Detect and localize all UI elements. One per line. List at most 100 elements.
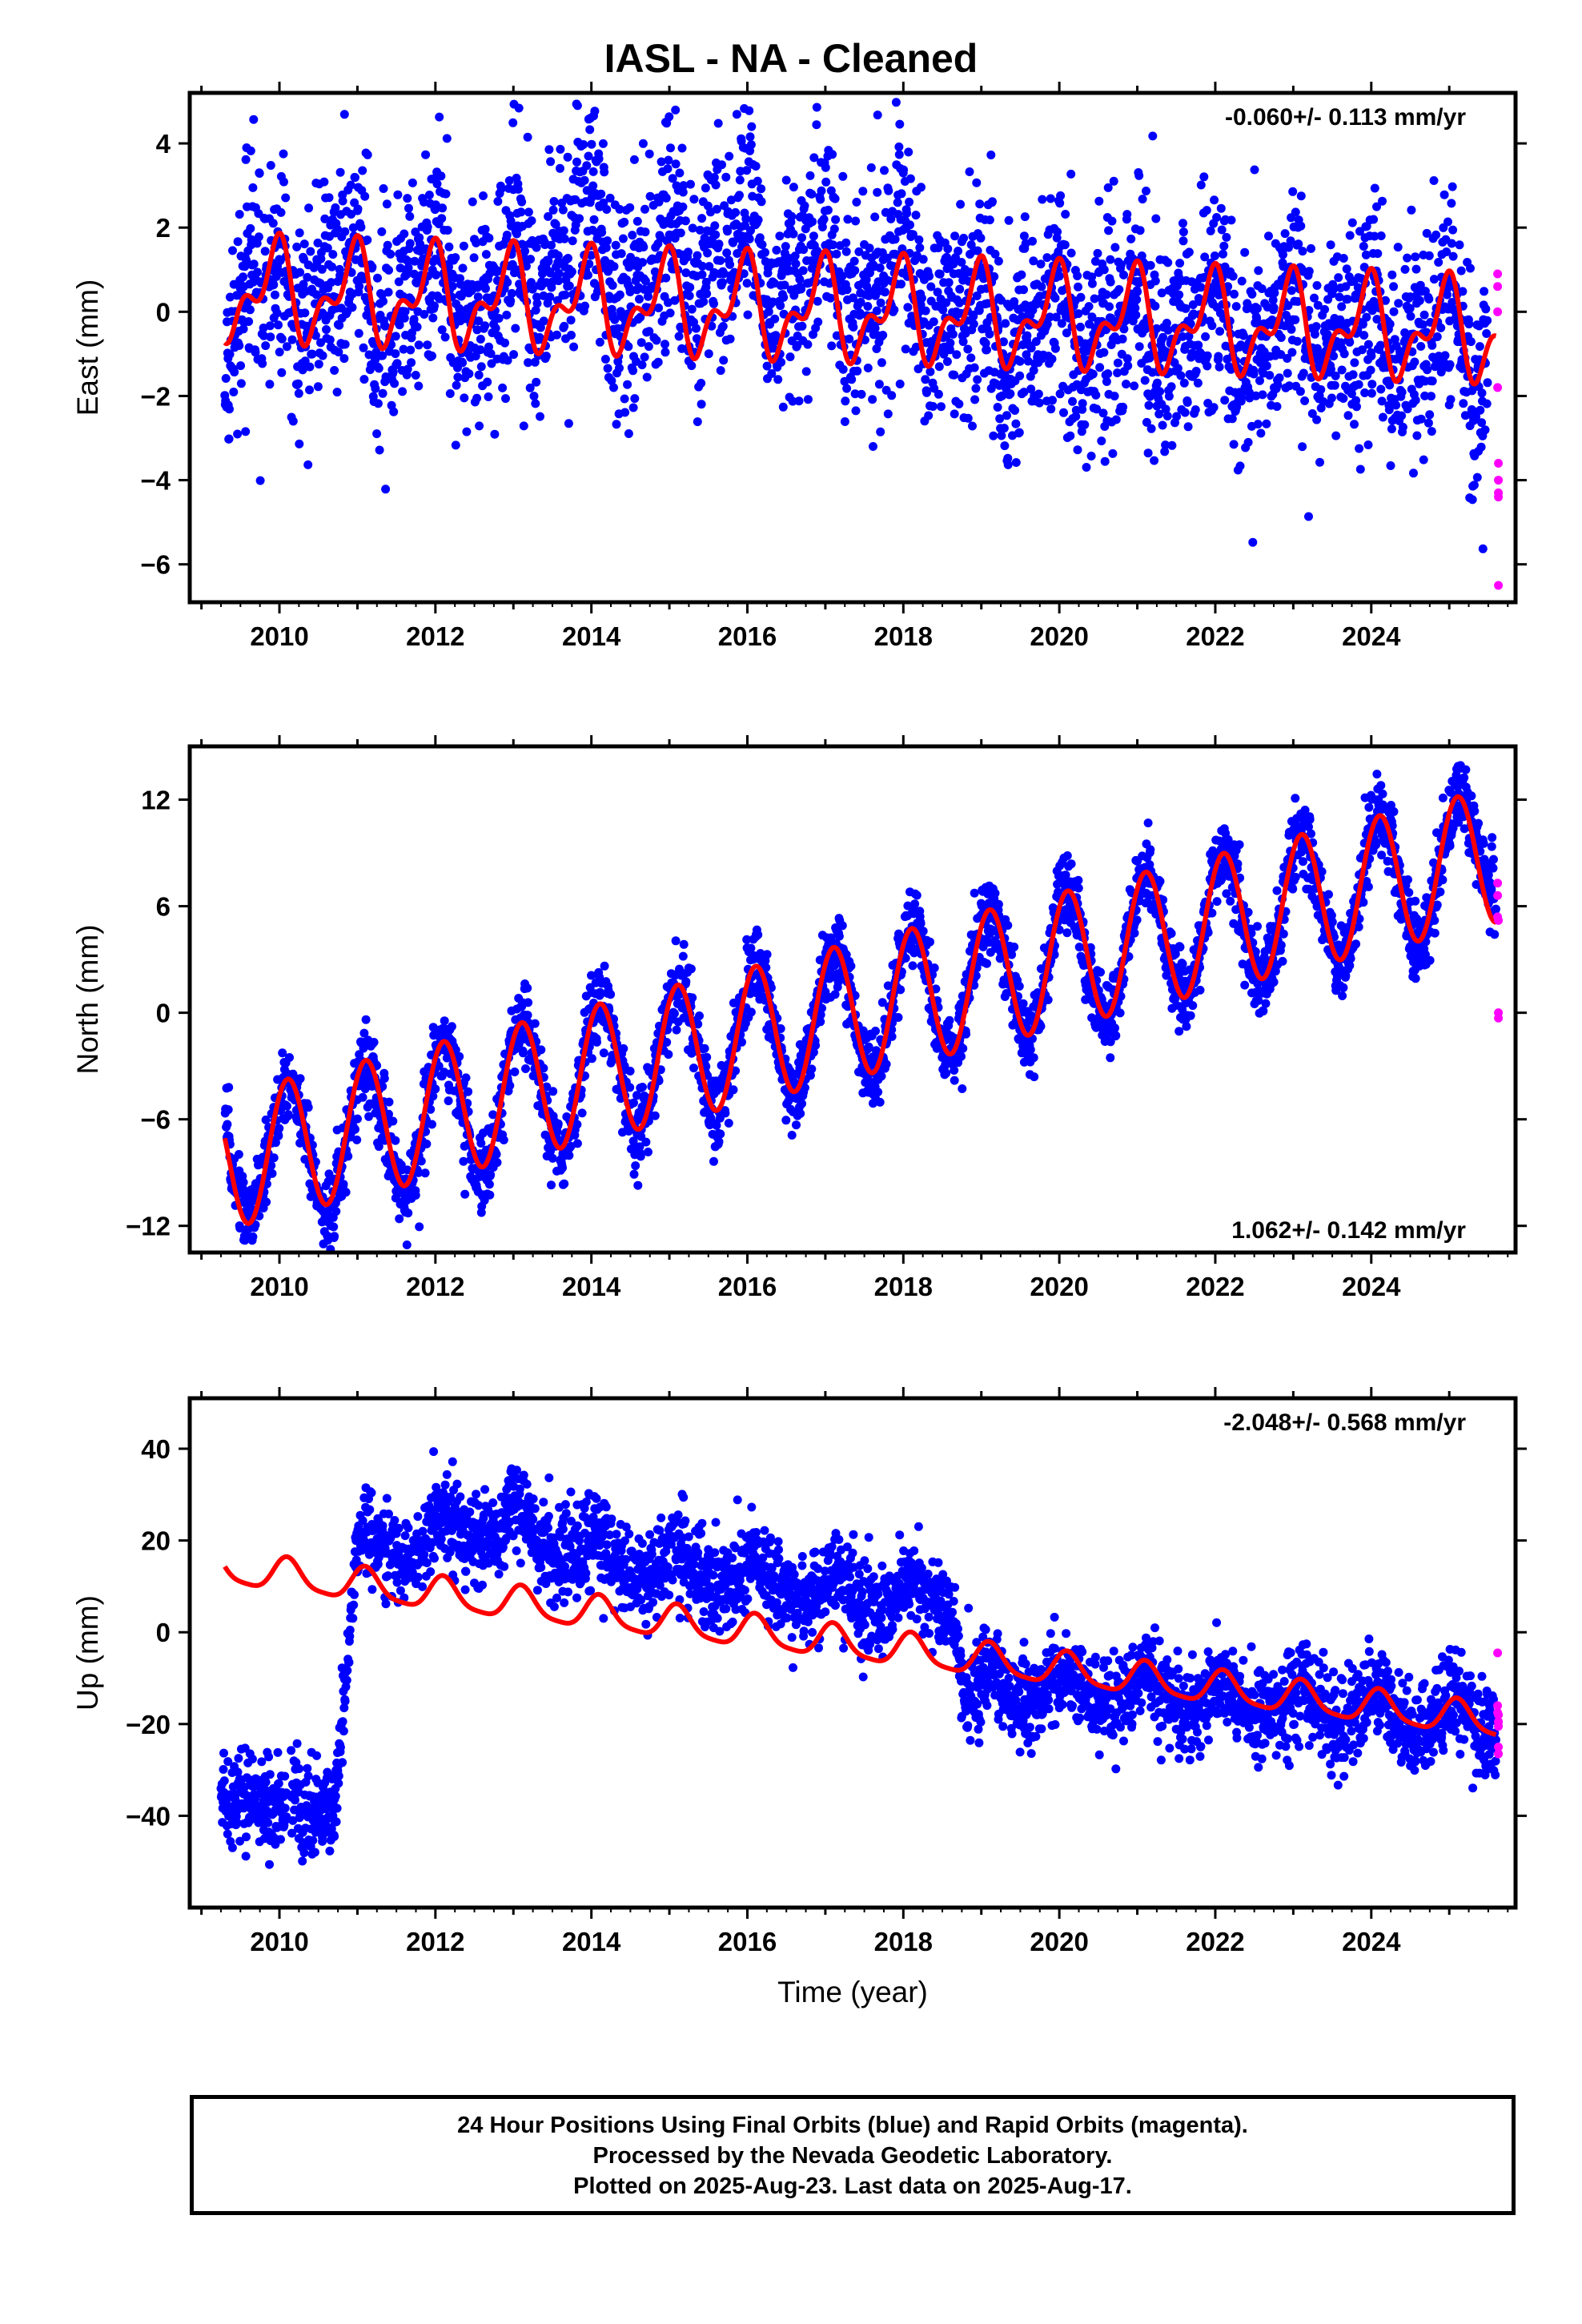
final-orbit-point [1099, 265, 1109, 275]
final-orbit-point [536, 412, 544, 421]
final-orbit-point [1092, 404, 1102, 414]
final-orbit-point [743, 310, 753, 320]
final-orbit-point [794, 396, 804, 406]
final-orbit-point [852, 197, 861, 207]
final-orbit-point [253, 267, 263, 277]
final-orbit-point [1202, 206, 1211, 215]
final-orbit-point [506, 296, 516, 306]
final-orbit-point [276, 207, 286, 217]
final-orbit-point [1373, 249, 1383, 259]
final-orbit-point [1280, 229, 1290, 239]
final-orbit-point [921, 375, 930, 384]
final-orbit-point [596, 989, 606, 999]
final-orbit-point [650, 1111, 660, 1120]
final-orbit-point [1360, 388, 1370, 397]
final-orbit-point [1048, 396, 1057, 405]
final-orbit-point [901, 344, 910, 354]
final-orbit-point [970, 363, 979, 372]
final-orbit-point [331, 1207, 341, 1216]
final-orbit-point [937, 402, 946, 412]
final-orbit-point [982, 345, 991, 355]
final-orbit-point [887, 391, 897, 400]
final-orbit-point [799, 245, 809, 255]
final-orbit-point [795, 275, 805, 284]
final-orbit-point [298, 365, 307, 375]
final-orbit-point [1420, 391, 1430, 400]
final-orbit-point [693, 251, 702, 260]
final-orbit-point [348, 223, 358, 232]
final-orbit-point [872, 344, 881, 353]
final-orbit-point [1062, 328, 1071, 338]
final-orbit-point [957, 258, 966, 267]
final-orbit-point [1369, 215, 1379, 224]
final-orbit-point [1228, 271, 1238, 281]
final-orbit-point [828, 150, 837, 159]
final-orbit-point [624, 342, 633, 352]
final-orbit-point [1439, 190, 1449, 199]
final-orbit-point [838, 364, 848, 374]
final-orbit-point [1320, 304, 1330, 314]
final-orbit-point [950, 370, 959, 380]
final-orbit-point [934, 243, 943, 252]
final-orbit-point [390, 379, 400, 388]
final-orbit-point [914, 235, 924, 244]
final-orbit-point [797, 284, 806, 294]
final-orbit-point [372, 429, 382, 439]
final-orbit-point [575, 214, 584, 223]
final-orbit-point [1328, 285, 1338, 295]
final-orbit-point [942, 357, 952, 366]
final-orbit-point [1102, 377, 1111, 386]
final-orbit-point [400, 313, 409, 323]
final-orbit-point [1157, 288, 1166, 298]
final-orbit-point [1482, 329, 1492, 338]
final-orbit-point [1237, 276, 1247, 286]
final-orbit-point [421, 150, 431, 159]
final-orbit-point [625, 1067, 635, 1076]
final-orbit-point [1122, 210, 1132, 219]
final-orbit-point [753, 930, 763, 939]
final-orbit-point [845, 334, 854, 344]
final-orbit-point [1416, 342, 1426, 351]
final-orbit-point [981, 339, 990, 348]
final-orbit-point [963, 344, 973, 354]
final-orbit-point [807, 263, 817, 273]
final-orbit-point [950, 231, 960, 241]
final-orbit-point [842, 285, 852, 295]
final-orbit-point [849, 293, 857, 303]
rapid-orbit-point [1494, 581, 1504, 590]
final-orbit-point [330, 1232, 339, 1241]
final-orbit-point [968, 421, 977, 431]
final-orbit-point [519, 421, 528, 431]
final-orbit-point [607, 376, 616, 385]
final-orbit-point [700, 233, 709, 243]
final-orbit-point [1329, 352, 1339, 361]
final-orbit-point [359, 375, 369, 384]
final-orbit-point [997, 296, 1006, 305]
final-orbit-point [869, 442, 877, 451]
final-orbit-point [1142, 417, 1151, 427]
final-orbit-point [605, 193, 615, 203]
final-orbit-point [772, 245, 781, 255]
final-orbit-point [1130, 304, 1140, 313]
final-orbit-point [473, 280, 483, 290]
final-orbit-point [681, 268, 691, 278]
final-orbit-point [510, 1068, 520, 1076]
final-orbit-point [886, 214, 896, 223]
final-orbit-point [532, 243, 541, 252]
final-orbit-point [1122, 380, 1130, 389]
final-orbit-point [638, 258, 647, 267]
final-orbit-point [404, 203, 413, 213]
final-orbit-point [722, 248, 732, 258]
final-orbit-point [1299, 368, 1308, 378]
final-orbit-point [665, 308, 675, 318]
final-orbit-point [641, 1137, 651, 1147]
final-orbit-point [406, 345, 416, 355]
final-orbit-point [1103, 369, 1113, 379]
final-orbit-point [1166, 382, 1176, 392]
final-orbit-point [851, 216, 861, 226]
final-orbit-point [1087, 272, 1097, 282]
final-orbit-point [1082, 463, 1091, 472]
y-tick-label: 0 [156, 297, 171, 327]
final-orbit-point [735, 191, 744, 200]
final-orbit-point [781, 175, 791, 185]
